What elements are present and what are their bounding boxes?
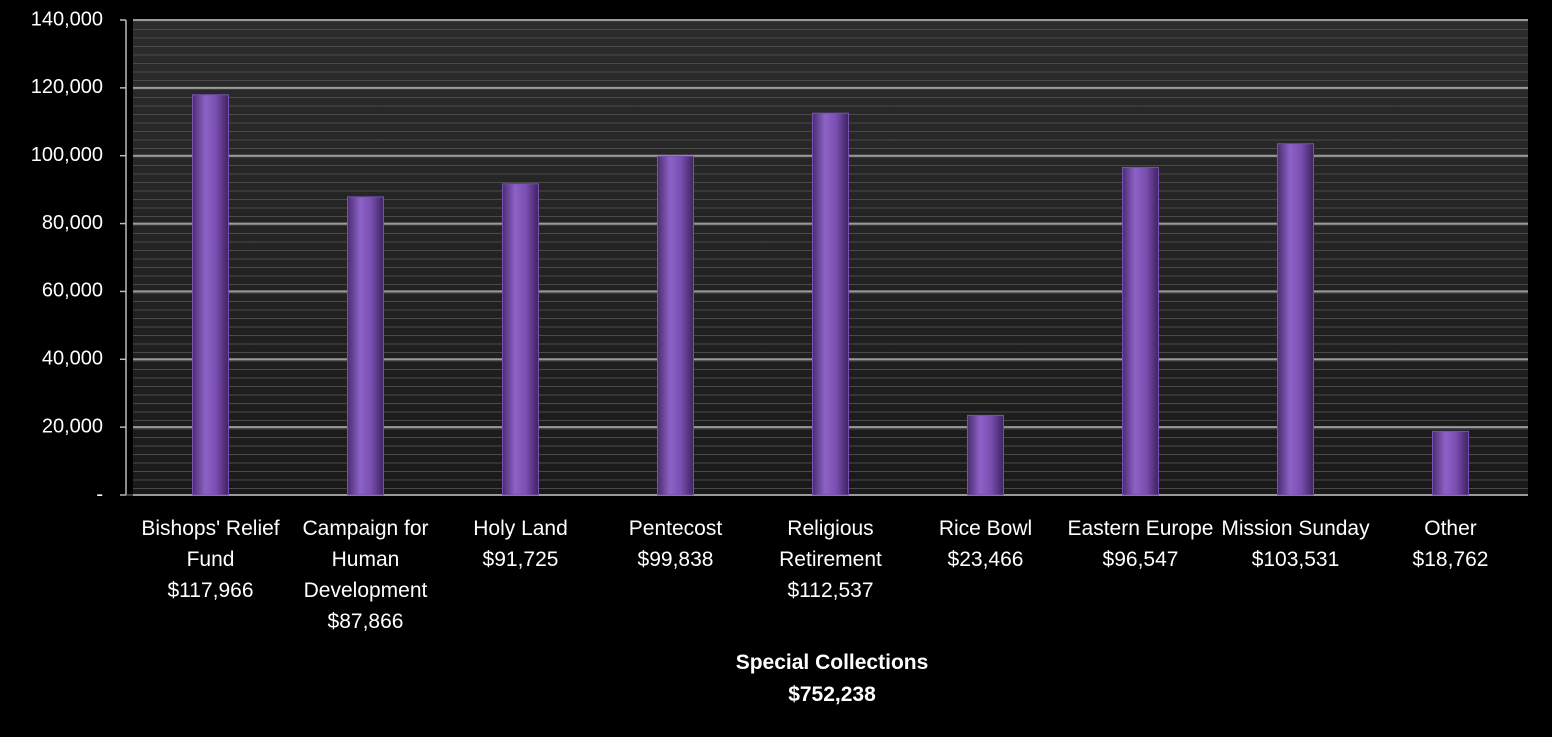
x-tick-label: Mission Sunday bbox=[1221, 517, 1370, 540]
bar bbox=[347, 196, 384, 496]
bar bbox=[192, 94, 229, 496]
bar bbox=[1277, 143, 1314, 496]
x-axis-title: Special Collections bbox=[735, 651, 929, 674]
x-tick-label: Pentecost bbox=[628, 517, 723, 540]
x-tick-group: Bishops' Relief Fund $117,966 bbox=[133, 513, 289, 606]
bar bbox=[812, 112, 849, 496]
value-label: $23,466 bbox=[947, 548, 1024, 571]
y-tick-label: - bbox=[96, 483, 103, 505]
value-label: $112,537 bbox=[787, 579, 874, 602]
value-label: $87,866 bbox=[327, 610, 404, 633]
x-tick-label: Rice Bowl bbox=[938, 517, 1033, 540]
value-label: $103,531 bbox=[1251, 548, 1340, 571]
x-tick-group: Campaign for Human Development $87,866 bbox=[288, 513, 444, 637]
bar bbox=[657, 155, 694, 496]
x-tick-label: Religious Retirement bbox=[779, 517, 882, 571]
bar bbox=[1432, 430, 1469, 496]
x-tick-group: Pentecost $99,838 bbox=[598, 513, 754, 575]
x-tick-label: Holy Land bbox=[473, 517, 568, 540]
x-tick-label: Campaign for Human Development bbox=[302, 517, 429, 602]
x-tick-label: Other bbox=[1424, 517, 1477, 540]
x-tick-label: Eastern Europe bbox=[1067, 517, 1214, 540]
x-tick-group: Other $18,762 bbox=[1373, 513, 1529, 575]
value-label: $117,966 bbox=[167, 579, 254, 602]
x-tick-group: Holy Land $91,725 bbox=[443, 513, 599, 575]
y-tick-label: 140,000 bbox=[31, 8, 103, 30]
y-tick-label: 80,000 bbox=[42, 212, 103, 234]
total-label: $752,238 bbox=[788, 683, 876, 706]
bar bbox=[502, 183, 539, 496]
value-label: $96,547 bbox=[1102, 548, 1179, 571]
bar bbox=[1122, 166, 1159, 496]
y-tick-label: 40,000 bbox=[42, 348, 103, 370]
value-label: $91,725 bbox=[482, 548, 559, 571]
y-tick-label: 120,000 bbox=[31, 76, 103, 98]
x-tick-group: Mission Sunday $103,531 bbox=[1218, 513, 1374, 575]
y-tick-label: 60,000 bbox=[42, 280, 103, 302]
x-tick-group: Religious Retirement $112,537 bbox=[753, 513, 909, 606]
y-tick-label: 100,000 bbox=[31, 144, 103, 166]
x-tick-group: Rice Bowl $23,466 bbox=[908, 513, 1064, 575]
value-label: $18,762 bbox=[1412, 548, 1489, 571]
x-tick-group: Eastern Europe $96,547 bbox=[1063, 513, 1219, 575]
x-tick-label: Bishops' Relief Fund bbox=[141, 517, 280, 571]
bar bbox=[967, 414, 1004, 496]
y-tick-label: 20,000 bbox=[42, 415, 103, 437]
value-label: $99,838 bbox=[637, 548, 714, 571]
